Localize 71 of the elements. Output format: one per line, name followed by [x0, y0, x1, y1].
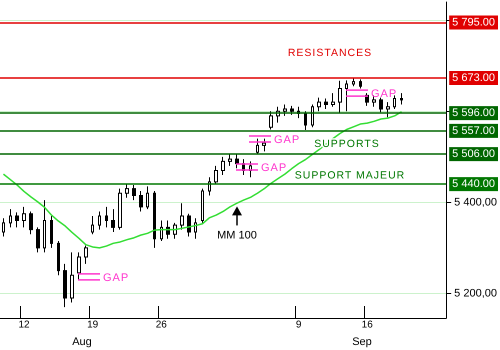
- candlestick: [105, 206, 108, 228]
- candlestick: [153, 190, 156, 248]
- text: Aug: [72, 336, 92, 348]
- candlestick: [269, 110, 273, 130]
- ref-line-label: 5 506.00: [452, 148, 496, 160]
- candlestick: [180, 202, 184, 230]
- candlestick: [187, 213, 191, 237]
- candlestick: [22, 206, 26, 228]
- annotation: RESISTANCES: [288, 47, 372, 59]
- candlestick: [359, 78, 362, 90]
- x-tick-label: 19: [87, 320, 99, 330]
- candlestick: [84, 245, 88, 264]
- candlestick: [201, 188, 204, 224]
- candlestick: [256, 138, 259, 156]
- candlestick: [15, 212, 19, 228]
- candlestick: [221, 156, 225, 176]
- ref-line-label: 5 440.00: [452, 178, 496, 190]
- annotation: SUPPORT MAJEUR: [294, 170, 406, 182]
- candlestick: [345, 80, 348, 112]
- ref-line-label: 5 557.00: [452, 124, 496, 137]
- candlestick: [352, 78, 355, 87]
- candlestick: [125, 184, 129, 198]
- x-tick-label: 26: [156, 320, 168, 330]
- candlestick: [77, 252, 81, 280]
- line-series: [2, 110, 402, 249]
- candlestick: [98, 210, 101, 230]
- candlestick: [139, 190, 143, 212]
- candlestick: [91, 216, 94, 235]
- candlestick: [36, 226, 40, 253]
- candlestick: [262, 138, 266, 152]
- candlestick: [160, 220, 163, 242]
- x-tick-label: 16: [362, 320, 374, 330]
- annotation: MM 100: [217, 229, 257, 242]
- x-tick-label: 9: [296, 320, 302, 330]
- candlestick: [70, 252, 74, 304]
- candlestick: [290, 105, 294, 116]
- ref-line-label: 5 795.00: [452, 16, 496, 28]
- candlestick: [214, 165, 218, 185]
- candlestick: [338, 80, 342, 114]
- candlestick: [9, 208, 12, 228]
- y-tick-label: 5 200,00: [454, 287, 498, 300]
- candlestick: [304, 110, 307, 130]
- candlestick: [2, 218, 5, 237]
- candlestick: [111, 208, 115, 232]
- candlestick: [324, 98, 328, 110]
- candlestick: [228, 154, 232, 166]
- candlestick: [331, 92, 335, 108]
- candlestick: [50, 216, 53, 248]
- x-tick-label: 12: [18, 320, 30, 330]
- candlestick: [235, 154, 239, 169]
- candlestick: [386, 102, 390, 118]
- ref-line-label: 5 596.00: [452, 107, 496, 120]
- y-tick-label: 5 400,00: [454, 196, 498, 208]
- annotation: GAP: [261, 162, 288, 174]
- annotation: GAP: [274, 134, 300, 146]
- candlestick: [43, 200, 46, 253]
- candlestick: [57, 240, 60, 276]
- candlestick: [146, 186, 149, 210]
- candlestick: [132, 184, 136, 201]
- text: Sep: [352, 336, 372, 348]
- candlestick: [311, 104, 314, 128]
- annotation: GAP: [103, 272, 130, 284]
- candlestick: [400, 92, 403, 105]
- candlestick: [283, 104, 287, 116]
- candlestick: [317, 97, 321, 112]
- candlestick: [29, 210, 33, 235]
- ref-line-label: 5 673.00: [452, 72, 496, 84]
- candlestick: [379, 97, 383, 113]
- candlestick: [63, 263, 67, 308]
- candlestick: [118, 188, 122, 230]
- annotation: GAP: [371, 88, 398, 100]
